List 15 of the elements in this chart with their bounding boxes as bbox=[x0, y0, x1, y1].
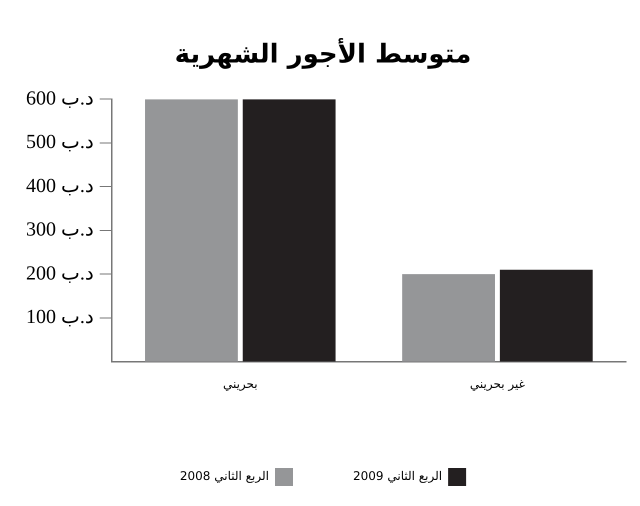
x-tick-label: غير بحريني bbox=[470, 376, 525, 391]
bar bbox=[500, 270, 593, 362]
legend-label: الربع الثاني 2009 bbox=[352, 469, 442, 484]
y-tick-label: 400 د.ب bbox=[26, 174, 94, 197]
chart-title: متوسط الأجور الشهرية bbox=[174, 37, 472, 70]
x-tick-label: بحريني bbox=[222, 376, 258, 391]
y-tick-label: 500 د.ب bbox=[26, 131, 94, 154]
y-tick-label: 300 د.ب bbox=[26, 218, 94, 241]
bar bbox=[145, 99, 238, 362]
bar bbox=[402, 274, 495, 362]
y-tick-label: 600 د.ب bbox=[26, 87, 94, 110]
legend-label: الربع الثاني 2008 bbox=[180, 469, 269, 484]
y-tick-label: 100 د.ب bbox=[26, 306, 94, 328]
bar bbox=[242, 99, 336, 362]
y-tick-label: 200 د.ب bbox=[26, 262, 94, 284]
